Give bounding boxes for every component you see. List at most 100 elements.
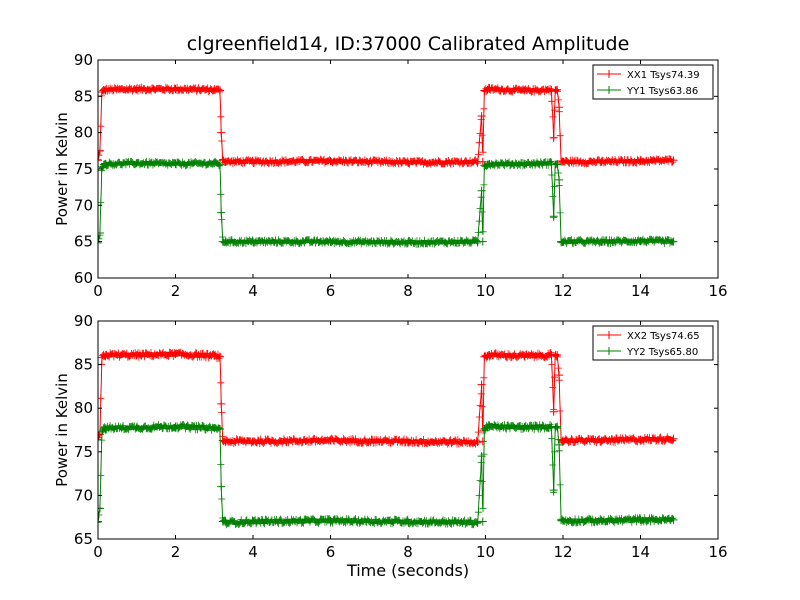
- data-point: [597, 237, 606, 246]
- y-tick-label: 80: [74, 124, 93, 142]
- x-tick-label: 10: [476, 282, 495, 300]
- data-point: [551, 423, 560, 432]
- data-point: [132, 423, 141, 432]
- data-point: [221, 157, 230, 166]
- data-point: [485, 351, 494, 360]
- data-point: [101, 159, 110, 168]
- x-tick-label: 0: [93, 543, 103, 561]
- data-point: [636, 435, 645, 444]
- data-point: [404, 517, 412, 526]
- data-point: [99, 425, 108, 434]
- series-xx-1: [98, 83, 678, 168]
- series-markers: [98, 348, 677, 448]
- legend-marker: [605, 86, 613, 94]
- series-trace: [98, 159, 674, 246]
- legend: XX2 Tsys74.65 YY2 Tsys65.80: [592, 325, 714, 361]
- data-point: [551, 160, 560, 169]
- series-xx-2: [98, 348, 678, 448]
- x-axis-label: Time (seconds): [346, 561, 470, 580]
- data-point: [326, 436, 335, 445]
- data-point: [98, 156, 102, 165]
- legend-label: XX2 Tsys74.65: [627, 331, 700, 342]
- data-point: [249, 157, 257, 166]
- data-point: [557, 515, 566, 524]
- data-point: [520, 351, 529, 360]
- data-point: [485, 422, 494, 431]
- data-point: [559, 516, 567, 525]
- data-point: [636, 236, 645, 245]
- data-point: [404, 437, 412, 446]
- data-point: [549, 486, 558, 495]
- x-tick-label: 12: [553, 282, 572, 300]
- data-point: [553, 422, 562, 431]
- data-point: [549, 133, 558, 142]
- data-point: [404, 158, 412, 167]
- data-point: [326, 157, 335, 166]
- data-point: [404, 238, 412, 247]
- x-tick-label: 14: [631, 543, 650, 561]
- data-point: [520, 159, 529, 168]
- data-point: [559, 237, 567, 246]
- data-point: [669, 156, 678, 165]
- data-point: [478, 237, 487, 246]
- x-tick-label: 4: [248, 543, 258, 561]
- legend-marker: [605, 70, 613, 78]
- data-point: [477, 186, 486, 195]
- data-point: [483, 423, 492, 432]
- data-point: [555, 440, 564, 449]
- x-tick-label: 16: [708, 282, 727, 300]
- data-point: [221, 518, 230, 527]
- data-point: [555, 175, 564, 184]
- y-tick-label: 85: [74, 87, 93, 105]
- chart-title: clgreenfield14, ID:37000 Calibrated Ampl…: [186, 33, 630, 55]
- y-tick-label: 65: [74, 233, 93, 251]
- data-point: [221, 237, 230, 246]
- legend-marker: [605, 331, 613, 339]
- y-tick-label: 70: [74, 196, 93, 214]
- data-point: [636, 515, 645, 524]
- data-point: [636, 157, 645, 166]
- y-tick-label: 70: [74, 486, 93, 504]
- data-point: [210, 85, 219, 94]
- data-point: [98, 517, 102, 526]
- data-point: [98, 504, 104, 513]
- data-point: [132, 159, 141, 168]
- data-point: [551, 351, 560, 360]
- data-point: [101, 351, 110, 360]
- data-point: [171, 159, 180, 168]
- y-tick-label: 65: [74, 530, 93, 548]
- data-point: [478, 517, 487, 526]
- data-point: [485, 159, 494, 168]
- data-point: [520, 423, 529, 432]
- data-point: [483, 160, 492, 169]
- x-tick-label: 0: [93, 282, 103, 300]
- data-point: [217, 208, 226, 217]
- legend-box: [592, 64, 714, 100]
- series-yy-2: [98, 420, 678, 529]
- y-tick-label: 75: [74, 160, 93, 178]
- data-point: [520, 86, 529, 95]
- legend: XX1 Tsys74.39 YY1 Tsys63.86: [592, 64, 714, 100]
- data-point: [478, 437, 487, 446]
- plot-panel-1: 0 2 4 6 8 10 12 14 16 60 65 70 75 80 85 90 Power in Kelv…: [53, 51, 728, 300]
- legend-label: XX1 Tsys74.39: [627, 70, 700, 81]
- data-point: [132, 351, 141, 360]
- data-point: [216, 352, 225, 361]
- data-point: [477, 111, 486, 120]
- x-tick-label: 12: [553, 543, 572, 561]
- x-tick-label: 4: [248, 282, 258, 300]
- legend-box: [592, 325, 714, 361]
- data-point: [477, 380, 486, 389]
- data-point: [478, 157, 487, 166]
- data-point: [473, 518, 482, 527]
- data-point: [98, 146, 104, 155]
- data-point: [216, 425, 225, 434]
- data-point: [549, 212, 558, 221]
- data-point: [221, 437, 230, 446]
- y-tick-label: 60: [74, 269, 93, 287]
- data-point: [99, 351, 108, 360]
- data-point: [483, 351, 492, 360]
- legend-label: YY1 Tsys63.86: [626, 86, 698, 97]
- data-point: [216, 86, 225, 95]
